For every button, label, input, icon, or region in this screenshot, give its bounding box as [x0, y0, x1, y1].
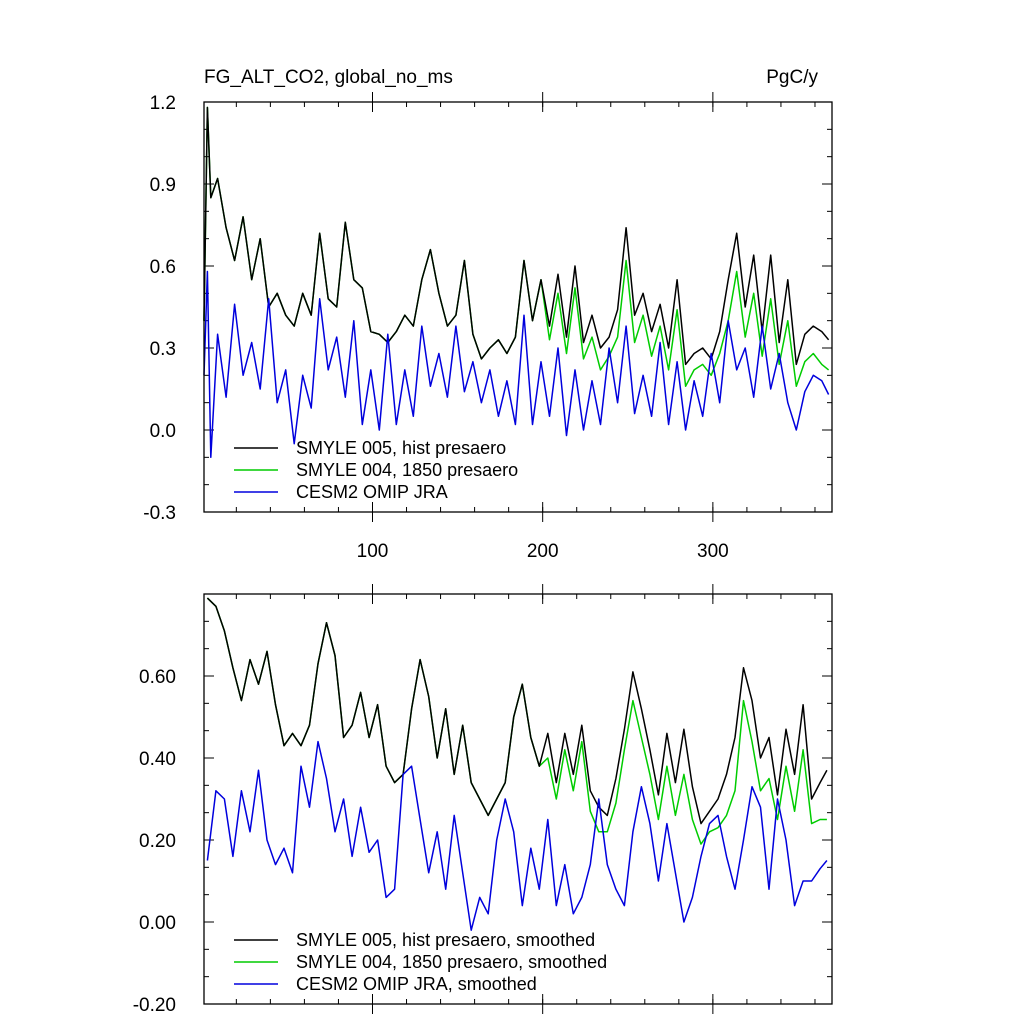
y-tick-label: 0.3	[150, 339, 176, 360]
y-tick-label: 0.40	[139, 749, 176, 770]
panel-bottom: -0.20 0.00 0.20 0.40 0.60 SMYLE 005, hist pr…	[133, 584, 833, 1016]
panel-top-plot-frame	[203, 101, 833, 513]
panel-bottom-series	[206, 597, 828, 931]
panel-top-series	[203, 106, 830, 459]
y-tick-label: 0.0	[150, 421, 176, 442]
series-line-2	[203, 270, 830, 459]
panel-bottom-plot-frame	[203, 593, 833, 1005]
legend-label-cesm2-omip-smoothed: CESM2 OMIP JRA, smoothed	[296, 974, 537, 994]
x-tick-label: 300	[697, 541, 729, 562]
y-tick-label: -0.3	[143, 503, 176, 524]
panel-bottom-legend: SMYLE 005, hist presaero, smoothed SMYLE…	[234, 930, 607, 994]
series-line-0	[206, 597, 828, 825]
series-line-2	[206, 740, 828, 931]
legend-label-cesm2-omip: CESM2 OMIP JRA	[296, 482, 448, 502]
series-line-0	[203, 106, 830, 366]
panel-top-units: PgC/y	[766, 67, 818, 88]
legend-label-smyle-005-smoothed: SMYLE 005, hist presaero, smoothed	[296, 930, 595, 950]
series-line-1	[206, 597, 827, 845]
panel-top-title: FG_ALT_CO2, global_no_ms	[204, 67, 453, 88]
y-tick-label: 0.00	[139, 913, 176, 934]
y-tick-label: 0.9	[150, 175, 176, 196]
panel-bottom-ticks: -0.20 0.00 0.20 0.40 0.60	[133, 584, 832, 1016]
y-tick-label: 0.60	[139, 667, 176, 688]
legend-label-smyle-004-smoothed: SMYLE 004, 1850 presaero, smoothed	[296, 952, 607, 972]
y-tick-label: 0.20	[139, 831, 176, 852]
panel-top-legend: SMYLE 005, hist presaero SMYLE 004, 1850…	[234, 438, 518, 502]
x-tick-label: 200	[527, 541, 559, 562]
legend-label-smyle-004: SMYLE 004, 1850 presaero	[296, 460, 518, 480]
panel-top: FG_ALT_CO2, global_no_ms PgC/y -0.3 0.0 0.…	[143, 67, 833, 562]
x-tick-label: 100	[357, 541, 389, 562]
y-tick-label: 0.6	[150, 257, 176, 278]
legend-label-smyle-005: SMYLE 005, hist presaero	[296, 438, 506, 458]
y-tick-label: -0.20	[133, 995, 176, 1016]
y-tick-label: 1.2	[150, 93, 176, 114]
